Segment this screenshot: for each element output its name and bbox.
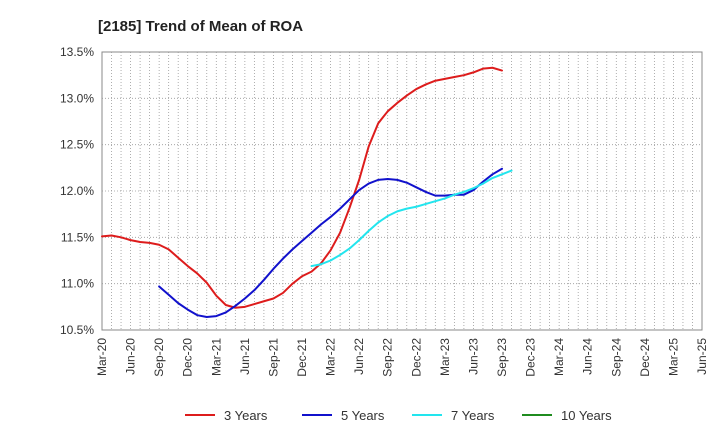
series-line-7-years: [310, 169, 513, 268]
legend: 3 Years 5 Years 7 Years 10 Years: [185, 408, 612, 423]
legend-label-5-years: 5 Years: [341, 408, 385, 423]
legend-label-3-years: 3 Years: [224, 408, 268, 423]
x-tick-label: Dec-20: [181, 338, 195, 377]
x-tick-label: Jun-24: [581, 338, 595, 375]
x-tick-label: Mar-20: [95, 338, 109, 376]
y-tick-label: 11.0%: [61, 277, 94, 291]
axis-layer: 13.5%13.0%12.5%12.0%11.5%11.0%10.5%Mar-2…: [60, 45, 709, 377]
series-line-5-years: [158, 167, 503, 319]
x-tick-label: Mar-25: [666, 338, 680, 376]
x-tick-label: Sep-23: [495, 338, 509, 377]
y-tick-label: 13.5%: [60, 45, 94, 59]
grid-layer: [101, 51, 703, 331]
y-tick-label: 11.5%: [61, 230, 94, 244]
x-tick-label: Dec-24: [638, 338, 652, 377]
x-tick-label: Jun-21: [238, 338, 252, 375]
x-tick-label: Sep-22: [381, 338, 395, 377]
y-tick-label: 12.0%: [60, 184, 94, 198]
legend-label-7-years: 7 Years: [451, 408, 495, 423]
x-tick-label: Dec-21: [295, 338, 309, 377]
x-tick-label: Jun-22: [352, 338, 366, 375]
x-tick-label: Dec-23: [524, 338, 538, 377]
legend-label-10-years: 10 Years: [561, 408, 612, 423]
y-tick-label: 10.5%: [60, 323, 94, 337]
x-tick-label: Sep-20: [152, 338, 166, 377]
x-tick-label: Mar-23: [438, 338, 452, 376]
y-tick-label: 13.0%: [60, 91, 94, 105]
x-tick-label: Sep-24: [609, 338, 623, 377]
y-tick-label: 12.5%: [60, 138, 94, 152]
x-tick-label: Jun-23: [466, 338, 480, 375]
x-tick-label: Mar-21: [209, 338, 223, 376]
chart-title: [2185] Trend of Mean of ROA: [98, 18, 303, 35]
x-tick-label: Sep-21: [266, 338, 280, 377]
series-line-3-years: [101, 66, 503, 309]
series-layer: [101, 66, 513, 319]
x-tick-label: Mar-24: [552, 338, 566, 376]
x-tick-label: Dec-22: [409, 338, 423, 377]
x-tick-label: Jun-20: [124, 338, 138, 375]
x-tick-label: Mar-22: [324, 338, 338, 376]
x-tick-label: Jun-25: [695, 338, 709, 375]
